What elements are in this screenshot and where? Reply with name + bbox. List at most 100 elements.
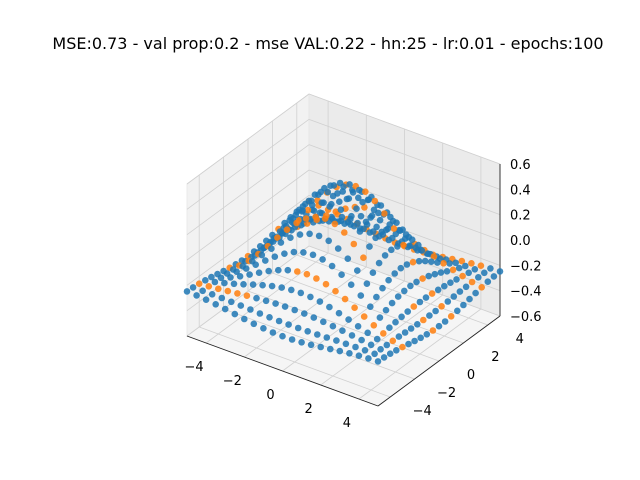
validation-point — [332, 287, 339, 295]
train-point — [310, 314, 318, 321]
validation-point — [224, 287, 232, 295]
train-point — [484, 278, 492, 286]
train-point — [401, 287, 408, 295]
train-point — [421, 257, 429, 265]
train-point — [366, 243, 373, 250]
train-point — [281, 250, 288, 257]
train-point — [297, 289, 305, 297]
train-point — [249, 281, 257, 288]
train-point — [309, 251, 317, 259]
train-point — [268, 282, 276, 290]
train-point — [377, 346, 384, 353]
train-point — [441, 282, 448, 290]
train-point — [329, 322, 337, 330]
train-point — [288, 336, 296, 343]
train-point — [324, 188, 332, 196]
train-point — [428, 258, 435, 266]
train-point — [407, 325, 415, 332]
train-point — [446, 260, 453, 267]
validation-point — [274, 234, 281, 241]
train-point — [415, 257, 423, 265]
z-tick-label: 0.0 — [510, 234, 531, 249]
train-point — [368, 212, 376, 219]
train-point — [376, 216, 384, 224]
train-point — [435, 322, 443, 330]
train-point — [211, 278, 219, 286]
train-point — [357, 212, 365, 220]
train-point — [405, 340, 412, 348]
train-point — [396, 227, 404, 234]
train-point — [434, 286, 442, 294]
train-point — [189, 284, 197, 291]
validation-point — [350, 240, 358, 248]
validation-point — [409, 258, 417, 266]
validation-point — [468, 278, 476, 286]
train-point — [397, 264, 405, 272]
train-point — [307, 341, 315, 349]
train-point — [272, 300, 279, 307]
train-point — [394, 243, 401, 250]
train-point — [315, 191, 322, 198]
validation-point — [303, 270, 311, 278]
gridline-y-floor — [247, 290, 440, 362]
train-point — [236, 273, 244, 280]
validation-point — [294, 268, 301, 275]
validation-point — [360, 254, 367, 261]
train-point — [496, 268, 504, 275]
train-point — [336, 347, 344, 355]
train-point — [288, 286, 295, 294]
train-point — [386, 324, 393, 332]
train-point — [308, 201, 316, 209]
gridline-z-right — [308, 93, 501, 165]
train-point — [355, 194, 362, 202]
train-point — [358, 336, 365, 344]
train-point — [338, 271, 345, 279]
train-point — [299, 207, 306, 214]
axis-ticks: −4 −2 0 2 4 −4 −2 0 2 4 −0.6 −0.4 −0.2 0.0 0.2 0.4 0.6 — [185, 158, 542, 431]
z-tick-label: −0.6 — [510, 310, 542, 325]
train-point — [202, 277, 209, 284]
train-point — [437, 269, 445, 276]
train-point — [275, 317, 283, 325]
train-point — [365, 355, 372, 362]
gridline-z-right — [308, 220, 501, 292]
train-point — [357, 292, 365, 299]
axis-line-y — [377, 315, 501, 407]
train-point — [228, 298, 235, 306]
train-point — [241, 315, 248, 323]
gridline-y-floor — [223, 308, 415, 380]
y-tick-label: 2 — [491, 350, 499, 365]
train-point — [355, 352, 363, 360]
train-point — [411, 337, 418, 345]
train-point — [412, 244, 419, 251]
train-point — [333, 337, 340, 344]
train-point — [218, 294, 226, 302]
train-point — [347, 215, 354, 223]
train-point — [240, 281, 247, 288]
train-point — [301, 310, 308, 317]
train-point — [320, 318, 327, 326]
train-point — [460, 301, 467, 309]
train-point — [347, 281, 355, 289]
train-point — [281, 303, 289, 310]
train-point — [291, 306, 299, 314]
z-tick-label: 0.4 — [510, 183, 531, 198]
train-point — [376, 314, 384, 321]
gridline-z-left — [186, 93, 310, 185]
validation-point — [361, 204, 368, 211]
train-point — [447, 279, 454, 287]
train-point — [348, 332, 356, 339]
train-point — [260, 325, 267, 332]
validation-point — [438, 303, 445, 310]
train-point — [378, 228, 386, 236]
train-point — [253, 294, 260, 302]
train-point — [316, 209, 324, 216]
train-point — [306, 230, 313, 238]
train-point — [364, 329, 372, 337]
validation-point — [381, 210, 388, 217]
train-point — [453, 276, 460, 283]
train-point — [343, 195, 351, 203]
train-point — [462, 283, 470, 291]
train-point — [346, 350, 353, 357]
train-point — [490, 273, 498, 280]
